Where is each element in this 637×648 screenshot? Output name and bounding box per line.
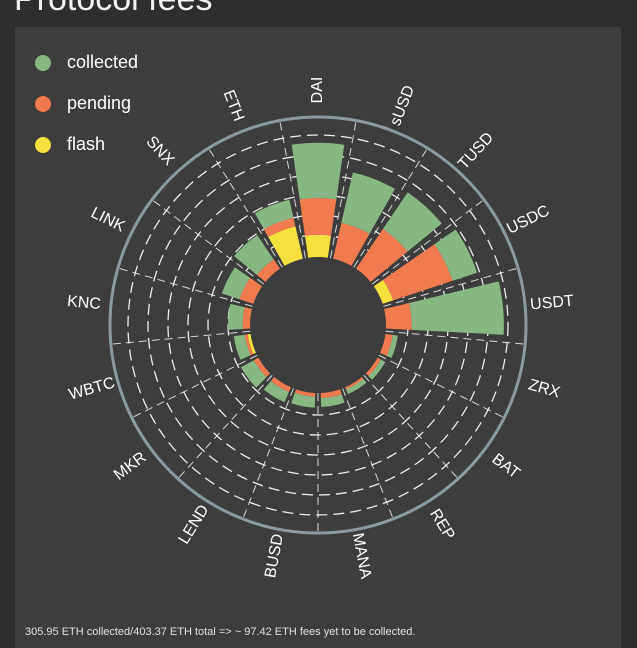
category-label-tusd: TUSD [455,129,497,173]
category-label-knc: KNC [66,293,101,313]
category-label-mana: MANA [349,532,374,581]
grid-spoke [330,120,357,259]
bar-pending-rep[interactable] [345,377,364,390]
category-label-dai: DAI [309,77,326,104]
chart-bars [221,142,504,408]
bar-pending-eth[interactable] [263,217,296,237]
legend-label-collected: collected [67,52,139,72]
bar-pending-dai[interactable] [299,198,337,236]
bar-pending-link[interactable] [239,277,263,304]
page-title: Protocol fees [14,0,212,19]
grid-spoke [117,267,253,307]
legend-marker-collected [35,54,51,71]
bar-pending-susd[interactable] [333,222,370,266]
category-label-zrx: ZRX [526,376,562,401]
category-label-bat: BAT [489,451,523,483]
grid-spoke [110,330,251,345]
bar-collected-usdc[interactable] [434,229,478,281]
legend: collected pending flash [35,42,138,165]
grid-spoke [363,374,459,480]
legend-marker-pending [35,95,51,112]
grid-spoke [378,354,505,419]
legend-label-pending: pending [67,93,132,113]
bar-collected-mana[interactable] [320,394,345,407]
category-label-snx: SNX [143,133,178,169]
bar-pending-bat[interactable] [365,357,381,377]
bar-pending-knc[interactable] [242,307,252,329]
bar-pending-mkr[interactable] [253,357,271,378]
bar-collected-dai[interactable] [291,142,345,200]
bar-pending-usdt[interactable] [384,302,412,330]
legend-item-collected[interactable]: collected [35,42,138,83]
bar-collected-knc[interactable] [227,303,245,330]
bar-collected-wbtc[interactable] [233,334,251,360]
grid-spoke [383,267,519,307]
category-label-link: LINK [88,204,128,235]
bar-pending-mana[interactable] [320,389,342,399]
grid-spoke [242,388,294,520]
bar-collected-tusd[interactable] [382,192,442,252]
bar-pending-zrx[interactable] [380,333,393,356]
legend-item-flash[interactable]: flash [35,124,138,165]
fees-summary-text: 305.95 ETH collected/403.37 ETH total =>… [25,626,416,638]
category-label-susd: sUSD [387,83,418,128]
bar-pending-wbtc[interactable] [244,334,254,356]
bar-collected-mkr[interactable] [240,360,267,388]
category-label-rep: REP [426,506,458,543]
grid-spoke [342,388,394,520]
bar-flash-usdc[interactable] [373,279,394,304]
grid-spoke [279,120,306,259]
bar-collected-rep[interactable] [345,378,367,395]
category-label-busd: BUSD [262,533,287,580]
category-label-usdt: USDT [529,293,574,314]
grid-spoke [371,199,485,285]
grid-spoke [353,147,428,268]
outer-ring [108,115,528,535]
grid-spoke [177,374,273,480]
bar-collected-susd[interactable] [341,172,395,234]
grid-spoke [208,147,283,268]
legend-label-flash: flash [67,134,106,154]
bar-collected-zrx[interactable] [386,334,398,358]
bar-collected-link[interactable] [221,267,251,300]
category-label-usdc: USDC [504,202,552,237]
bar-pending-tusd[interactable] [356,228,408,282]
chart-card: collected pending flash DAI sUSD TUSD USDC U… [15,27,621,648]
bar-collected-usdt[interactable] [409,281,504,335]
bar-flash-dai[interactable] [304,234,332,258]
bar-flash-eth[interactable] [268,226,303,266]
legend-item-pending[interactable]: pending [35,83,138,124]
legend-marker-flash [35,136,51,153]
bar-pending-busd[interactable] [294,389,316,397]
category-label-wbtc: WBTC [67,374,117,403]
grid-spoke [131,354,258,419]
category-label-lend: LEND [176,502,213,547]
bar-collected-lend[interactable] [263,380,289,403]
bar-pending-usdc[interactable] [382,244,453,301]
bar-flash-wbtc[interactable] [247,333,256,355]
bar-collected-eth[interactable] [254,199,294,230]
category-label-mkr: MKR [111,449,150,484]
grid-spoke [385,330,526,345]
bar-collected-bat[interactable] [368,359,386,380]
category-label-eth: ETH [220,88,247,124]
grid-spoke [151,199,265,285]
bar-pending-snx[interactable] [256,259,280,282]
bar-collected-busd[interactable] [291,392,316,408]
bar-pending-lend[interactable] [270,377,291,393]
bar-collected-snx[interactable] [234,235,274,275]
